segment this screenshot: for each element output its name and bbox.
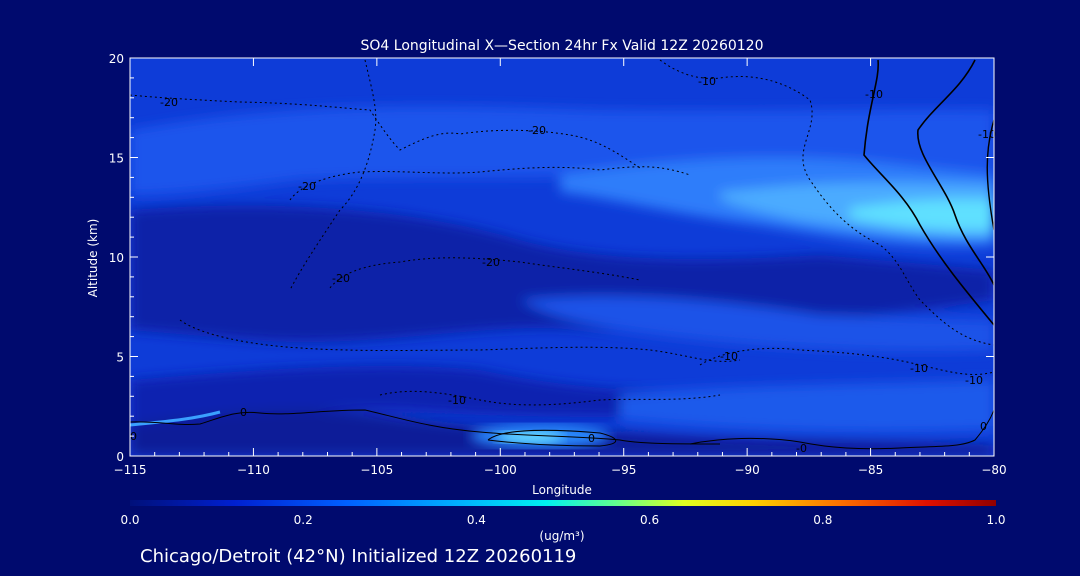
- colorbar-tick-label: 0.0: [120, 513, 139, 527]
- y-axis: 0 5 10 15 20: [109, 52, 994, 464]
- contour-label: -20: [482, 256, 500, 269]
- contour-label: -10: [698, 75, 716, 88]
- colorbar-label: (ug/m³): [539, 529, 584, 543]
- x-axis: −115 −110 −105 −100 −95 −90 −85 −80: [114, 58, 1007, 477]
- x-tick-label: −115: [114, 463, 147, 477]
- colorbar-tick-label: 0.4: [467, 513, 486, 527]
- colorbar-tick-label: 0.8: [813, 513, 832, 527]
- chart-title: SO4 Longitudinal X—Section 24hr Fx Valid…: [361, 38, 764, 54]
- contour-label: 0: [980, 420, 987, 433]
- contour-dotted-left-vert: [289, 59, 377, 291]
- y-tick-label: 15: [109, 152, 124, 166]
- y-tick-label: 5: [116, 351, 124, 365]
- x-axis-label: Longitude: [532, 483, 592, 497]
- colorbar-ticks: 0.0 0.2 0.4 0.6 0.8 1.0: [120, 513, 1005, 527]
- contour-line-0-left: [130, 409, 721, 445]
- contour-label: 0: [240, 406, 247, 419]
- contour-solid-right-3: [986, 119, 994, 231]
- left-surface-glow: [130, 410, 221, 427]
- y-tick-label: 0: [116, 450, 124, 464]
- colorbar-tick-label: 0.2: [294, 513, 313, 527]
- contour-solid-right-2: [917, 59, 994, 286]
- contour-label: -20: [332, 272, 350, 285]
- contour-dotted-20-top: [130, 94, 641, 169]
- mid-level-glow: [520, 295, 994, 352]
- contour-dotted-20-mid: [329, 257, 641, 289]
- contour-line-0-right: [689, 409, 994, 450]
- dotted-contours: [130, 59, 994, 406]
- contour-label: -10: [720, 350, 738, 363]
- x-tick-label: −90: [734, 463, 759, 477]
- x-tick-label: −110: [237, 463, 270, 477]
- contour-label: -20: [298, 180, 316, 193]
- colorbar-tick-label: 0.6: [640, 513, 659, 527]
- plot-area: [130, 58, 994, 456]
- contour-label: -10: [978, 128, 996, 141]
- contour-label: -10: [910, 362, 928, 375]
- x-tick-label: −80: [981, 463, 1006, 477]
- y-tick-label: 10: [109, 251, 124, 265]
- contour-labels: -20 -20 -20 -20 -20 -10 -10 -10 -10 -10 …: [130, 75, 996, 455]
- footer-caption: Chicago/Detroit (42°N) Initialized 12Z 2…: [140, 546, 576, 567]
- x-tick-label: −105: [360, 463, 393, 477]
- contour-dotted-10-low: [379, 390, 721, 406]
- dark-upper-core: [130, 205, 994, 343]
- x-tick-label: −100: [484, 463, 517, 477]
- contour-label: -20: [528, 124, 546, 137]
- contour-label: -10: [448, 394, 466, 407]
- colorbar: [130, 500, 996, 506]
- colorbar-tick-label: 1.0: [986, 513, 1005, 527]
- lower-right-glow: [620, 380, 994, 432]
- contour-label: -10: [865, 88, 883, 101]
- x-tick-label: −95: [611, 463, 636, 477]
- contour-label: 0: [588, 432, 595, 445]
- y-tick-label: 20: [109, 52, 124, 66]
- contour-label: -10: [965, 374, 983, 387]
- contour-label: -0: [796, 442, 807, 455]
- y-axis-label: Altitude (km): [86, 219, 100, 298]
- contour-line-0-surface-blob: [487, 429, 617, 447]
- x-tick-label: −85: [858, 463, 883, 477]
- contour-label: -20: [160, 96, 178, 109]
- contour-solid-right-1: [863, 59, 994, 326]
